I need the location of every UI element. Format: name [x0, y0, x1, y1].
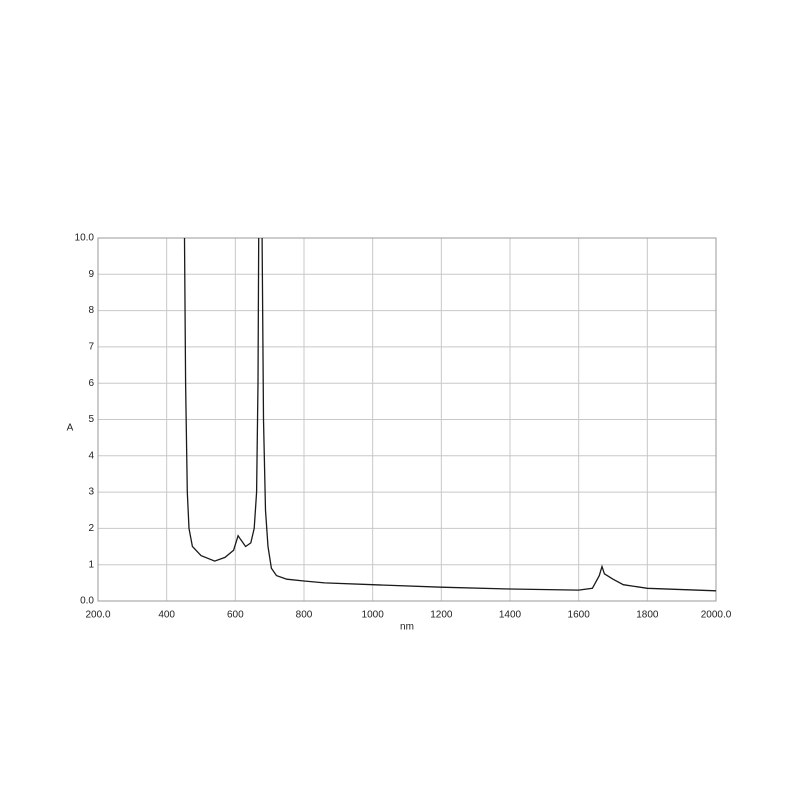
x-tick-label: 200.0	[85, 610, 110, 621]
y-tick-label: 5	[88, 414, 94, 425]
y-axis-label: A	[67, 423, 74, 434]
x-tick-label: 1400	[499, 610, 522, 621]
y-tick-label: 2	[88, 523, 94, 534]
y-tick-label: 7	[88, 342, 94, 353]
x-axis-label: nm	[400, 622, 414, 633]
spectrum-line	[183, 238, 716, 592]
x-tick-label: 400	[158, 610, 175, 621]
y-tick-label: 9	[88, 269, 94, 280]
plot-frame	[97, 237, 717, 602]
x-tick-label: 600	[227, 610, 244, 621]
y-tick-label: 6	[88, 378, 94, 389]
x-tick-label: 1800	[636, 610, 659, 621]
x-tick-label: 1000	[362, 610, 385, 621]
x-tick-label: 1600	[568, 610, 591, 621]
y-tick-label: 0.0	[80, 596, 94, 607]
x-tick-label: 2000.0	[701, 610, 732, 621]
y-tick-label: 4	[88, 450, 94, 461]
y-tick-label: 8	[88, 305, 94, 316]
y-tick-label: 3	[88, 487, 94, 498]
x-tick-label: 800	[296, 610, 313, 621]
y-tick-label: 10.0	[75, 233, 95, 244]
x-tick-label: 1200	[430, 610, 453, 621]
y-tick-label: 1	[88, 559, 94, 570]
